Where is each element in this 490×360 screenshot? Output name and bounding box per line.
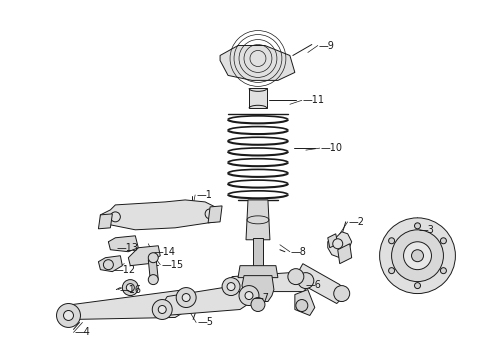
Polygon shape: [157, 284, 256, 315]
Circle shape: [296, 300, 308, 311]
Circle shape: [245, 292, 253, 300]
Polygon shape: [328, 232, 352, 258]
Circle shape: [239, 285, 259, 306]
Circle shape: [64, 310, 74, 320]
Text: —9: —9: [319, 41, 335, 50]
Text: —10: —10: [321, 143, 343, 153]
Text: —1: —1: [196, 190, 212, 200]
Circle shape: [205, 209, 215, 219]
Text: —5: —5: [197, 318, 213, 328]
Circle shape: [251, 298, 265, 311]
Circle shape: [415, 223, 420, 229]
Text: —8: —8: [291, 247, 307, 257]
Text: —4: —4: [74, 327, 90, 337]
Polygon shape: [63, 289, 192, 319]
Polygon shape: [295, 289, 315, 315]
Polygon shape: [228, 272, 308, 292]
Circle shape: [103, 260, 113, 270]
Circle shape: [288, 269, 304, 285]
Circle shape: [158, 306, 166, 314]
Text: —6: —6: [306, 280, 322, 289]
Circle shape: [122, 280, 138, 296]
Polygon shape: [246, 200, 270, 240]
Polygon shape: [148, 260, 158, 280]
Circle shape: [222, 278, 240, 296]
Text: —12: —12: [113, 265, 136, 275]
Circle shape: [380, 218, 455, 293]
Circle shape: [152, 300, 172, 319]
Circle shape: [412, 250, 423, 262]
Circle shape: [227, 283, 235, 291]
Polygon shape: [328, 234, 338, 248]
Circle shape: [298, 273, 314, 289]
Polygon shape: [249, 88, 267, 108]
Circle shape: [441, 268, 446, 274]
Circle shape: [182, 293, 190, 302]
Polygon shape: [208, 206, 222, 223]
Polygon shape: [98, 256, 122, 272]
Polygon shape: [108, 236, 138, 252]
Circle shape: [392, 230, 443, 282]
Circle shape: [333, 239, 343, 249]
Text: —3: —3: [418, 225, 434, 235]
Text: —16: —16: [120, 284, 141, 294]
Text: —13: —13: [116, 243, 138, 253]
Polygon shape: [293, 264, 345, 303]
Circle shape: [404, 242, 432, 270]
Polygon shape: [220, 45, 295, 80]
Circle shape: [148, 275, 158, 285]
Text: —7: —7: [254, 293, 270, 302]
Circle shape: [389, 238, 394, 244]
Circle shape: [389, 268, 394, 274]
Circle shape: [441, 238, 446, 244]
Text: —2: —2: [349, 217, 365, 227]
Polygon shape: [253, 238, 263, 268]
Circle shape: [415, 283, 420, 289]
Polygon shape: [128, 246, 160, 266]
Circle shape: [56, 303, 80, 328]
Polygon shape: [98, 214, 112, 229]
Text: —14: —14: [153, 247, 175, 257]
Text: —11: —11: [303, 95, 325, 105]
Circle shape: [334, 285, 350, 302]
Circle shape: [126, 284, 134, 292]
Polygon shape: [338, 244, 352, 264]
Circle shape: [176, 288, 196, 307]
Polygon shape: [238, 266, 278, 278]
Circle shape: [110, 212, 121, 222]
Polygon shape: [242, 276, 274, 302]
Text: —15: —15: [161, 260, 183, 270]
Circle shape: [148, 253, 158, 263]
Polygon shape: [100, 200, 220, 230]
